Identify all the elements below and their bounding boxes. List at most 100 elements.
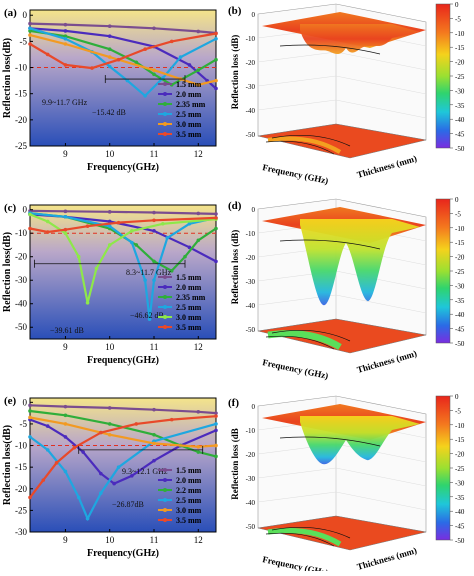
colorbar-tick-label: -45: [455, 523, 465, 531]
y-tick-label: -5: [20, 36, 28, 46]
z-tick-label: -10: [246, 230, 256, 238]
data-point: [63, 435, 68, 439]
y-tick-label: -30: [15, 527, 27, 537]
data-point: [214, 86, 218, 91]
panel-a: 9.9~11.7 GHz −15.42 dB 9 10 11 12 0 -5 -10 -15 -20…: [2, 7, 218, 173]
data-point: [187, 63, 192, 67]
surface-contour: [279, 436, 381, 447]
data-point: [130, 240, 134, 245]
data-point: [152, 68, 156, 72]
colorbar-tick-label: -40: [455, 311, 465, 319]
panel-label: (a): [4, 7, 17, 19]
data-point: [76, 495, 81, 500]
panel-c: 8.3~11.7 GHz −39.61 dB −46.62 dB 9 10 11 12 0 -1…: [2, 202, 218, 366]
colorbar-tick-label: -25: [455, 268, 465, 276]
data-point: [99, 430, 103, 435]
data-point: [161, 222, 165, 226]
z-tick-label: -50: [246, 131, 256, 139]
colorbar-tick-label: -5: [455, 15, 461, 23]
y-axis-label: Reflection loss(dB): [2, 38, 13, 118]
y-tick-label: -20: [15, 484, 27, 494]
x-axis-label: Frequency (GHz): [262, 162, 330, 186]
legend-marker: [163, 498, 167, 502]
legend-marker: [163, 275, 167, 279]
data-point: [214, 78, 218, 83]
z-tick-label: -20: [246, 451, 256, 459]
colorbar-tick-label: -10: [455, 422, 465, 430]
panel-label: (d): [228, 200, 242, 212]
annotation-band: 8.3~11.7 GHz: [126, 268, 172, 277]
data-point: [63, 214, 68, 219]
z-tick-label: 0: [252, 206, 256, 214]
colorbar: [435, 3, 451, 149]
x-tick-label: 12: [194, 149, 203, 159]
y-tick-label: 0: [23, 397, 28, 407]
z-tick-label: -40: [246, 107, 256, 115]
data-point: [214, 443, 218, 448]
data-point: [116, 57, 121, 62]
series-line-35mm: [29, 32, 217, 70]
data-point: [196, 83, 201, 87]
colorbar-tick-label: -45: [455, 131, 465, 139]
x-tick-label: 12: [194, 535, 203, 545]
data-point: [63, 36, 68, 41]
legend-marker: [163, 92, 167, 96]
surface-contour: [279, 44, 381, 55]
data-point: [152, 432, 156, 437]
data-point: [143, 278, 147, 283]
z-tick-label: -10: [246, 35, 256, 43]
series-line-20mm: [29, 418, 217, 485]
data-point: [63, 209, 68, 214]
data-point: [214, 411, 218, 415]
data-point: [99, 471, 103, 476]
y-tick-label: -25: [15, 505, 27, 515]
grid-line: [335, 51, 427, 71]
x-tick-label: 10: [105, 342, 115, 352]
contour-line: [271, 527, 351, 539]
data-point: [116, 220, 121, 225]
grid-line: [257, 467, 337, 479]
data-point: [81, 450, 85, 454]
colorbar-tick-label: -30: [455, 282, 465, 290]
z-tick-label: -30: [246, 278, 256, 286]
data-point: [85, 516, 90, 521]
data-point: [28, 403, 32, 408]
data-point: [63, 231, 68, 236]
data-point: [45, 424, 50, 428]
colorbar-tick-label: -25: [455, 73, 465, 81]
legend-marker: [163, 112, 167, 116]
data-point: [147, 317, 152, 322]
annotation-band: 9.3~12.1 GHz: [122, 467, 168, 476]
legend-label: 2.35 mm: [176, 100, 206, 109]
z-axis-label: Reflection loss (dB): [230, 35, 240, 110]
data-point: [214, 259, 218, 264]
panel-label: (b): [228, 5, 242, 17]
data-point: [214, 212, 218, 216]
data-point: [107, 64, 112, 69]
data-point: [152, 26, 156, 31]
data-point: [28, 33, 32, 37]
data-point: [169, 39, 174, 44]
data-point: [107, 47, 112, 52]
z-tick-label: -50: [246, 523, 256, 531]
colorbar-tick-label: -50: [455, 537, 465, 545]
data-point: [116, 465, 121, 469]
z-tick-label: -30: [246, 83, 256, 91]
contour-band: [267, 136, 342, 154]
legend-label: 3.5 mm: [176, 516, 202, 525]
grid-line: [335, 99, 427, 119]
surface-valley: [300, 219, 420, 306]
data-point: [214, 414, 218, 418]
data-point: [85, 300, 90, 305]
x-tick-label: 10: [105, 535, 115, 545]
data-point: [28, 21, 32, 26]
data-point: [143, 47, 147, 52]
contour-band: [267, 527, 342, 547]
colorbar-tick-label: -40: [455, 116, 465, 124]
y-tick-label: -20: [15, 252, 27, 262]
data-point: [107, 432, 112, 437]
data-point: [45, 52, 50, 57]
legend-marker: [163, 102, 167, 106]
z-tick-label: -40: [246, 302, 256, 310]
x-axis-label: Frequency (GHz): [262, 554, 330, 571]
